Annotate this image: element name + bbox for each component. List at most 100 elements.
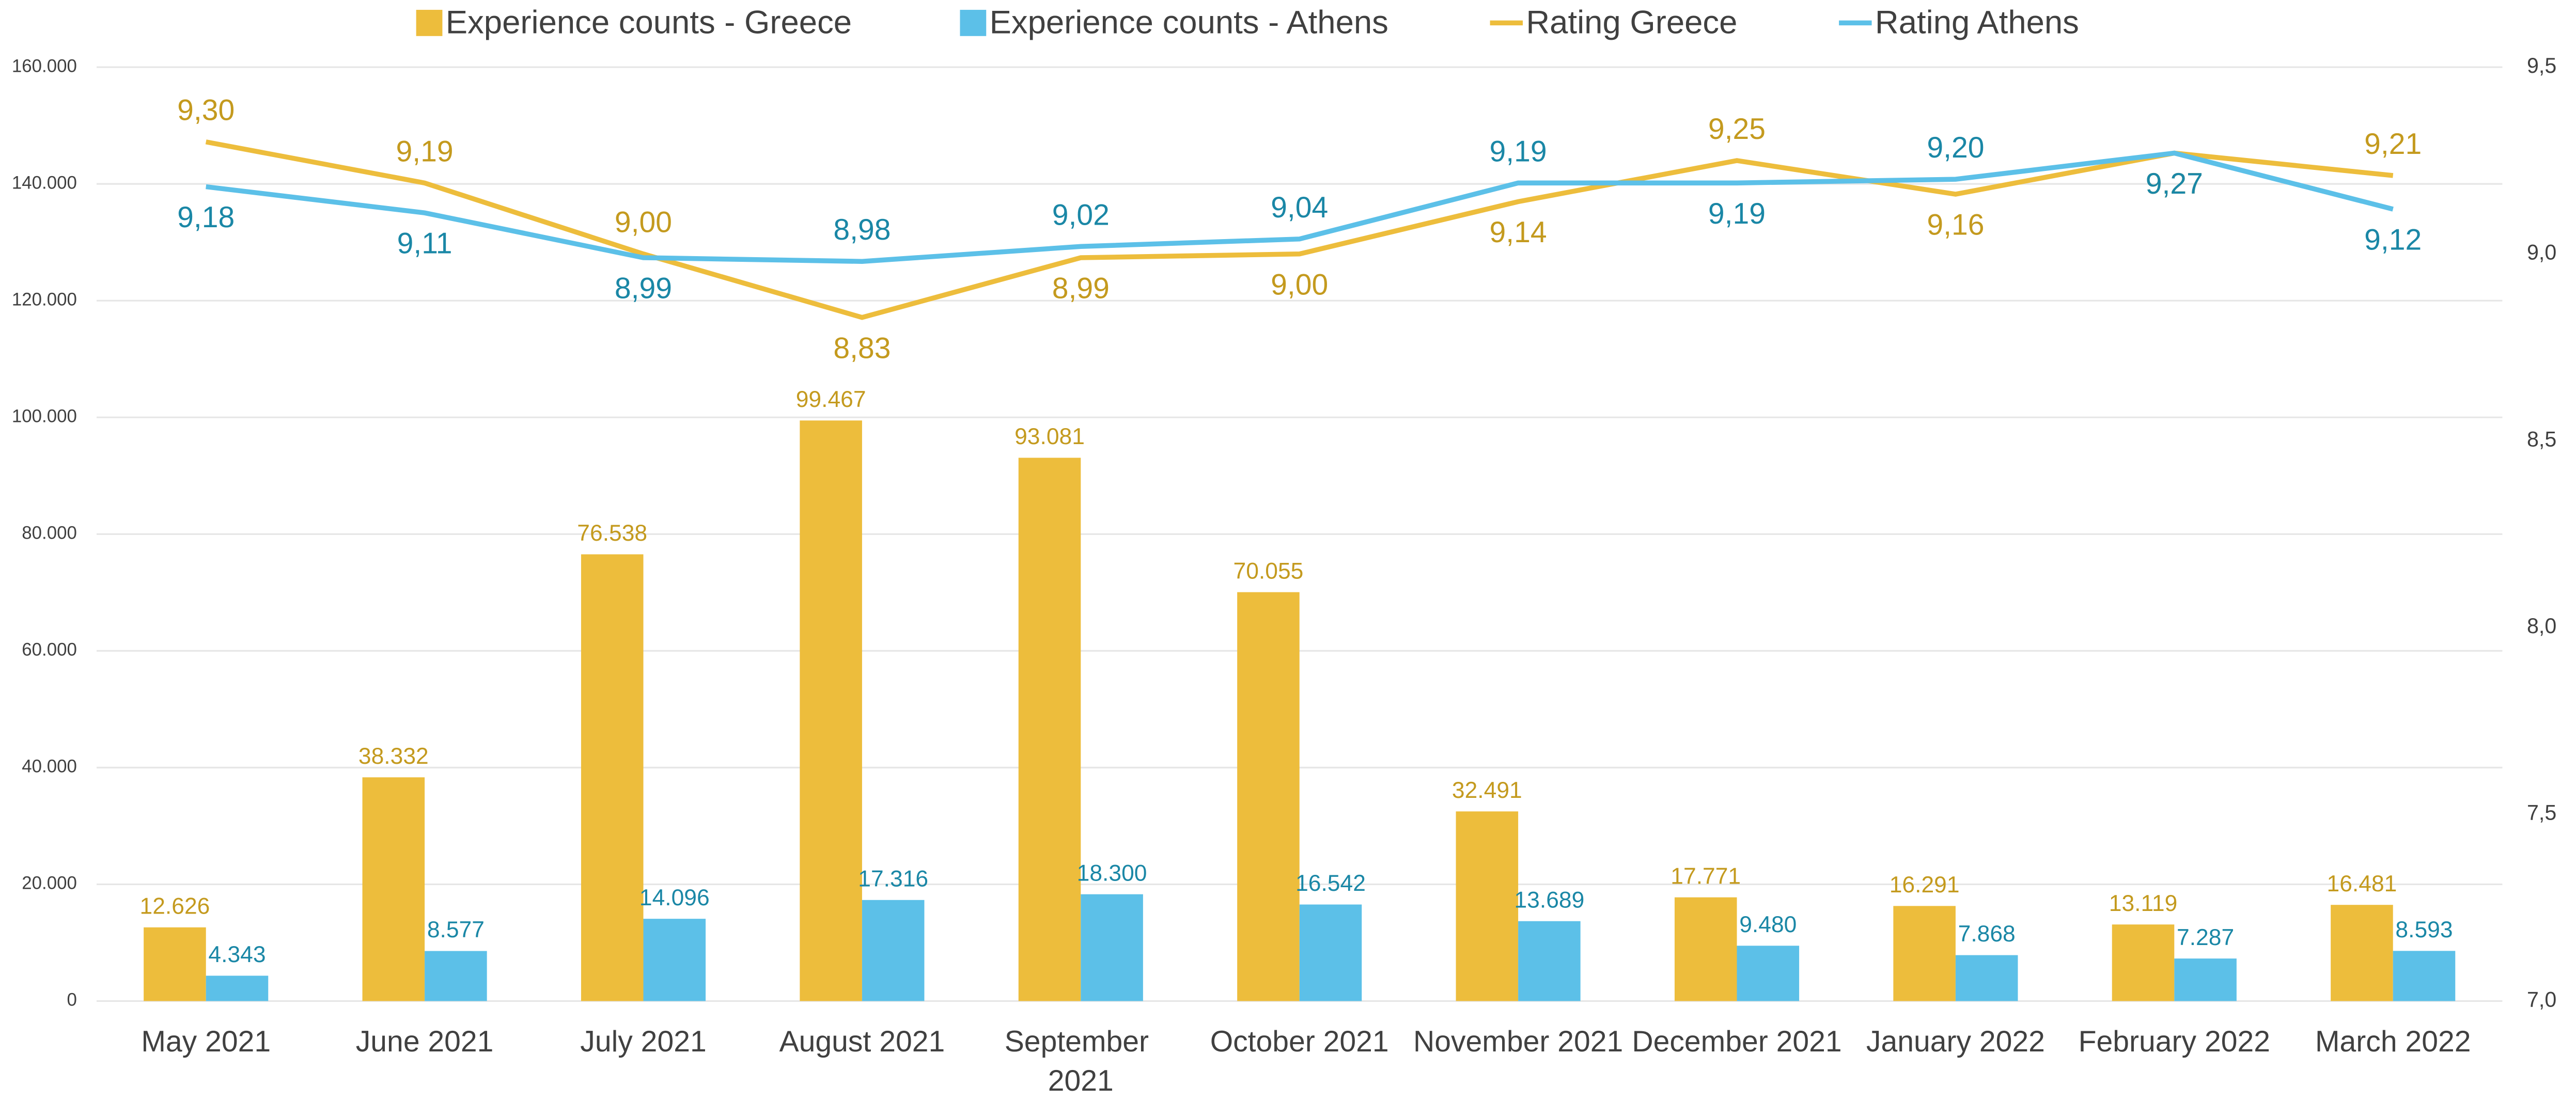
- bar-value-label: 14.096: [639, 885, 710, 910]
- y-tick-label: 100.000: [12, 406, 77, 426]
- line-value-label: 9,02: [1052, 198, 1110, 231]
- bar: [1893, 906, 1956, 1001]
- line-value-label: 8,99: [1052, 272, 1110, 305]
- line-value-label: 9,00: [615, 206, 672, 239]
- x-tick-label: October 2021: [1210, 1025, 1389, 1058]
- legend-swatch: [960, 10, 987, 36]
- bar-value-label: 17.316: [858, 866, 928, 891]
- line-value-label: 9,19: [396, 135, 454, 168]
- bar-value-label: 16.481: [2327, 871, 2397, 896]
- y2-tick-label: 8,0: [2527, 614, 2556, 638]
- x-tick-label: March 2022: [2315, 1025, 2471, 1058]
- bar: [1018, 458, 1081, 1001]
- bar: [1955, 955, 2018, 1001]
- bar-value-label: 16.542: [1295, 871, 1366, 896]
- y-tick-label: 40.000: [22, 757, 77, 777]
- bar-value-label: 99.467: [796, 387, 866, 412]
- y-tick-label: 160.000: [12, 56, 77, 76]
- line-value-label: 9,30: [177, 94, 235, 127]
- line-value-label: 9,19: [1708, 197, 1766, 230]
- line-value-label: 9,12: [2364, 223, 2422, 256]
- y-tick-label: 120.000: [12, 289, 77, 309]
- bar-value-label: 18.300: [1077, 860, 1147, 886]
- bar: [1518, 921, 1581, 1001]
- bar: [800, 420, 862, 1001]
- line: [205, 139, 2394, 320]
- line-value-label: 9,25: [1708, 113, 1766, 146]
- x-tick-label-line: 2021: [1048, 1064, 1114, 1097]
- bar: [1237, 592, 1300, 1001]
- bar-value-label: 70.055: [1234, 558, 1304, 584]
- x-tick-label: November 2021: [1413, 1025, 1623, 1058]
- bar-value-label: 93.081: [1014, 424, 1085, 449]
- line-value-label: 9,21: [2364, 128, 2422, 161]
- legend-label: Experience counts - Greece: [446, 4, 852, 40]
- x-tick-label: January 2022: [1866, 1025, 2045, 1058]
- bar: [2112, 924, 2175, 1001]
- x-tick-label: September 2021: [1005, 1025, 1157, 1097]
- bar-value-label: 13.689: [1514, 887, 1584, 913]
- bar: [862, 900, 925, 1001]
- y-tick-label: 80.000: [22, 523, 77, 543]
- bar-value-label: 7.868: [1958, 921, 2016, 947]
- line-value-label: 9,11: [397, 227, 452, 260]
- line: [206, 150, 2394, 264]
- bar-value-label: 76.538: [577, 521, 647, 546]
- line-value-label: 9,04: [1271, 191, 1328, 224]
- bar-value-label: 7.287: [2177, 925, 2234, 950]
- line-value-label: 9,16: [1927, 209, 1984, 242]
- legend-swatch: [416, 10, 443, 36]
- bar: [362, 777, 425, 1001]
- x-tick-label: June 2021: [356, 1025, 494, 1058]
- bar-value-label: 12.626: [140, 893, 210, 919]
- bar: [2331, 905, 2393, 1001]
- bar-value-label: 8.593: [2395, 917, 2453, 942]
- x-tick-label: August 2021: [779, 1025, 945, 1058]
- x-tick-label-line: September: [1005, 1025, 1157, 1058]
- bar-value-label: 32.491: [1452, 778, 1522, 803]
- line-value-label: 9,18: [177, 201, 235, 234]
- line-value-label: 9,20: [1927, 131, 1984, 164]
- line-value-label: 9,27: [2146, 167, 2203, 200]
- bar-value-label: 38.332: [358, 744, 429, 769]
- line-value-label: 9,19: [1490, 135, 1547, 168]
- bar: [206, 976, 269, 1001]
- legend-label: Experience counts - Athens: [990, 4, 1388, 40]
- y-tick-label: 0: [67, 990, 77, 1010]
- bar-value-label: 16.291: [1890, 872, 1960, 898]
- bar: [1737, 946, 1800, 1001]
- y-tick-label: 20.000: [22, 873, 77, 893]
- bar-value-label: 9.480: [1739, 912, 1797, 937]
- y2-tick-label: 9,0: [2527, 241, 2556, 264]
- y-tick-label: 140.000: [12, 172, 77, 193]
- x-tick-label: February 2022: [2079, 1025, 2270, 1058]
- bar: [1674, 897, 1737, 1001]
- bar: [2393, 951, 2456, 1001]
- bar: [2174, 958, 2237, 1001]
- line-value-label: 8,98: [833, 213, 891, 246]
- y2-tick-label: 8,5: [2527, 427, 2556, 451]
- line-value-label: 8,83: [833, 332, 891, 365]
- x-tick-label: May 2021: [141, 1025, 271, 1058]
- bar: [643, 919, 706, 1001]
- x-tick-label: July 2021: [580, 1025, 706, 1058]
- bar: [1456, 811, 1519, 1001]
- bar: [1299, 904, 1362, 1001]
- y2-tick-label: 7,5: [2527, 801, 2556, 825]
- bar-value-label: 17.771: [1671, 863, 1741, 889]
- bar: [144, 927, 206, 1001]
- line-value-label: 9,14: [1490, 216, 1547, 249]
- line-value-label: 8,99: [615, 272, 672, 305]
- legend-label: Rating Greece: [1526, 4, 1737, 40]
- bar: [1081, 894, 1143, 1001]
- y2-tick-label: 7,0: [2527, 987, 2556, 1011]
- legend-label: Rating Athens: [1875, 4, 2079, 40]
- y-tick-label: 60.000: [22, 640, 77, 660]
- y2-tick-label: 9,5: [2527, 54, 2556, 77]
- bar-value-label: 8.577: [427, 917, 485, 942]
- line-value-label: 9,00: [1271, 268, 1328, 301]
- bar: [425, 951, 487, 1001]
- bar-value-label: 13.119: [2109, 891, 2178, 916]
- bar: [581, 554, 644, 1001]
